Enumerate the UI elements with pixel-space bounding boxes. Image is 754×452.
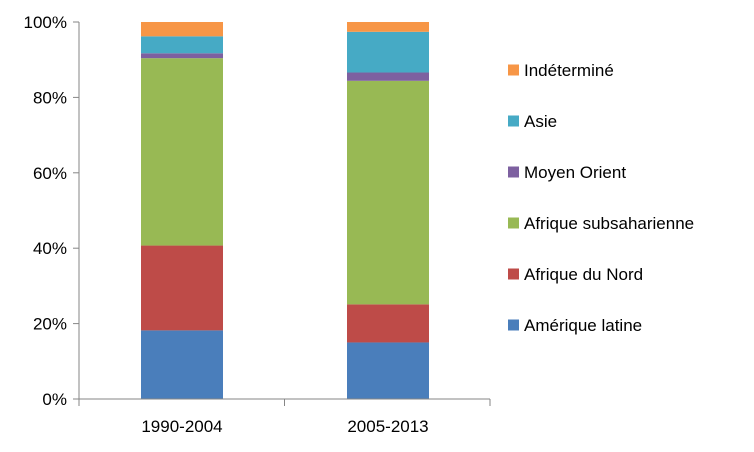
legend-label: Indéterminé [524,61,614,80]
bar-segment-1-4 [141,53,223,59]
y-tick-label: 0% [42,390,67,409]
bar-segment-1-6 [141,22,223,37]
y-tick-label: 20% [33,315,67,334]
x-category-label: 1990-2004 [141,417,222,436]
bar-segment-2-1 [347,342,429,399]
bar-segment-2-4 [347,72,429,81]
bar-segment-1-5 [141,36,223,54]
bar-segment-2-6 [347,22,429,32]
y-axis: 0% 20% 40% 60% 80% 100% [24,13,80,409]
x-category-label: 2005-2013 [347,417,428,436]
y-tick-label: 80% [33,88,67,107]
legend-label: Afrique du Nord [524,265,643,284]
legend-swatch [508,319,519,331]
bar-segment-2-3 [347,80,429,305]
legend-swatch [508,217,519,229]
y-tick-label: 40% [33,239,67,258]
y-tick-label: 100% [24,13,67,32]
legend-label: Asie [524,112,557,131]
bar-segment-1-1 [141,330,223,399]
legend-swatch [508,166,519,178]
bar-segment-1-3 [141,58,223,246]
legend-label: Afrique subsaharienne [524,214,694,233]
legend-label: Moyen Orient [524,163,626,182]
legend-swatch [508,115,519,127]
x-axis: 1990-2004 2005-2013 [78,398,491,436]
legend-label: Amérique latine [524,316,642,335]
legend: Indéterminé Asie Moyen Orient Afrique subsa… [508,61,694,335]
y-tick-label: 60% [33,164,67,183]
bar-segment-1-2 [141,245,223,331]
legend-swatch [508,64,519,76]
bar-segment-2-5 [347,31,429,73]
legend-swatch [508,268,519,280]
plot-area [141,22,429,399]
bar-segment-2-2 [347,304,429,343]
